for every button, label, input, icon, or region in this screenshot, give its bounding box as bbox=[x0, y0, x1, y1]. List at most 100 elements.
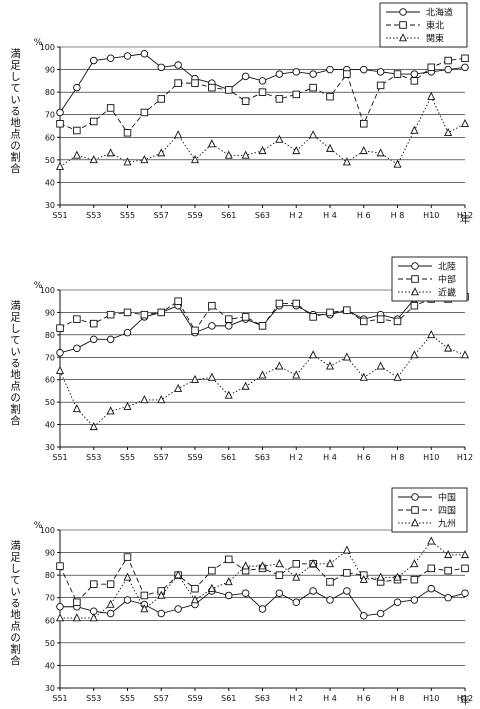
x-tick-label: S63 bbox=[255, 211, 270, 220]
data-point bbox=[89, 155, 98, 164]
data-point bbox=[393, 598, 402, 606]
data-point bbox=[427, 536, 436, 545]
data-point bbox=[444, 65, 452, 74]
x-tick-label: S59 bbox=[187, 694, 202, 703]
data-point bbox=[191, 79, 199, 87]
data-point bbox=[258, 561, 267, 570]
data-point bbox=[360, 65, 368, 74]
x-tick-label: S61 bbox=[221, 211, 236, 220]
data-point bbox=[208, 301, 216, 310]
data-point bbox=[140, 50, 149, 58]
data-point bbox=[410, 350, 419, 359]
data-point bbox=[410, 301, 419, 310]
y-tick-label: 30 bbox=[45, 201, 55, 210]
data-point bbox=[258, 146, 267, 155]
data-point bbox=[275, 559, 284, 568]
data-point bbox=[174, 130, 183, 139]
x-tick-label: S63 bbox=[255, 694, 270, 703]
series-2 bbox=[56, 54, 469, 137]
x-tick-label: H 4 bbox=[323, 453, 337, 462]
data-point bbox=[342, 157, 351, 166]
y-tick-label: 100 bbox=[40, 286, 55, 295]
x-tick-label: H12 bbox=[457, 211, 473, 220]
data-point bbox=[275, 361, 284, 370]
x-tick-label: S51 bbox=[52, 453, 67, 462]
data-point bbox=[241, 97, 250, 105]
x-tick-label: H12 bbox=[457, 453, 473, 462]
data-point bbox=[157, 148, 166, 157]
data-point bbox=[224, 390, 233, 399]
data-point bbox=[360, 119, 368, 128]
data-point bbox=[174, 383, 183, 392]
data-point bbox=[89, 56, 98, 65]
data-point bbox=[73, 83, 81, 92]
data-point bbox=[360, 612, 368, 620]
data-point bbox=[410, 70, 419, 78]
data-point bbox=[427, 330, 436, 339]
data-point bbox=[123, 52, 132, 60]
data-point bbox=[224, 150, 233, 159]
legend-swatch-marker bbox=[411, 262, 419, 270]
data-point bbox=[89, 613, 98, 622]
data-point bbox=[292, 560, 301, 568]
legend-swatch-marker bbox=[399, 21, 407, 29]
x-tick-label: H10 bbox=[423, 694, 439, 703]
x-tick-label: H 6 bbox=[357, 453, 371, 462]
data-point bbox=[123, 129, 132, 137]
legend-swatch-marker bbox=[411, 275, 419, 283]
data-point bbox=[241, 72, 250, 81]
data-point bbox=[275, 70, 284, 78]
data-point bbox=[174, 605, 182, 613]
x-tick-label: H 6 bbox=[357, 694, 371, 703]
legend-label: 九州 bbox=[438, 519, 456, 530]
x-tick-label: H 4 bbox=[323, 211, 337, 220]
data-point bbox=[393, 372, 402, 381]
y-tick-label: 90 bbox=[45, 549, 55, 558]
y-tick-label: 60 bbox=[45, 133, 55, 142]
data-point bbox=[157, 308, 165, 317]
data-point bbox=[376, 148, 385, 157]
data-point bbox=[56, 108, 64, 117]
data-point bbox=[140, 155, 149, 164]
x-tick-label: S63 bbox=[255, 453, 270, 462]
data-point bbox=[106, 599, 115, 608]
data-point bbox=[106, 54, 115, 63]
data-point bbox=[376, 361, 385, 370]
y-tick-label: 50 bbox=[45, 398, 55, 407]
data-point bbox=[73, 344, 81, 353]
series-line bbox=[59, 334, 466, 428]
data-point bbox=[325, 559, 335, 568]
data-point bbox=[174, 297, 182, 305]
data-point bbox=[73, 598, 81, 606]
data-point bbox=[207, 372, 216, 381]
y-tick-label: 80 bbox=[45, 331, 55, 340]
data-point bbox=[208, 83, 216, 92]
data-point bbox=[460, 118, 470, 127]
data-point bbox=[309, 70, 317, 78]
series-1 bbox=[56, 50, 469, 117]
data-point bbox=[224, 577, 233, 586]
x-tick-label: H 2 bbox=[289, 211, 303, 220]
y-tick-label: 30 bbox=[45, 684, 55, 693]
data-point bbox=[275, 299, 284, 308]
y-tick-label: 90 bbox=[45, 66, 55, 75]
x-tick-label: S61 bbox=[221, 694, 236, 703]
x-tick-label: H 2 bbox=[289, 453, 303, 462]
data-point bbox=[55, 365, 65, 374]
data-point bbox=[410, 575, 419, 584]
data-point bbox=[444, 343, 453, 352]
y-tick-label: 50 bbox=[45, 639, 55, 648]
data-point bbox=[190, 155, 200, 164]
data-point bbox=[55, 613, 65, 622]
data-point bbox=[427, 63, 436, 72]
data-point bbox=[208, 322, 216, 330]
data-point bbox=[292, 370, 301, 379]
data-point bbox=[359, 574, 368, 583]
data-point bbox=[123, 596, 132, 604]
data-point bbox=[106, 335, 115, 344]
data-point bbox=[190, 374, 200, 383]
x-tick-label: S59 bbox=[187, 453, 202, 462]
data-point bbox=[359, 372, 368, 381]
y-tick-label: 40 bbox=[45, 178, 55, 187]
